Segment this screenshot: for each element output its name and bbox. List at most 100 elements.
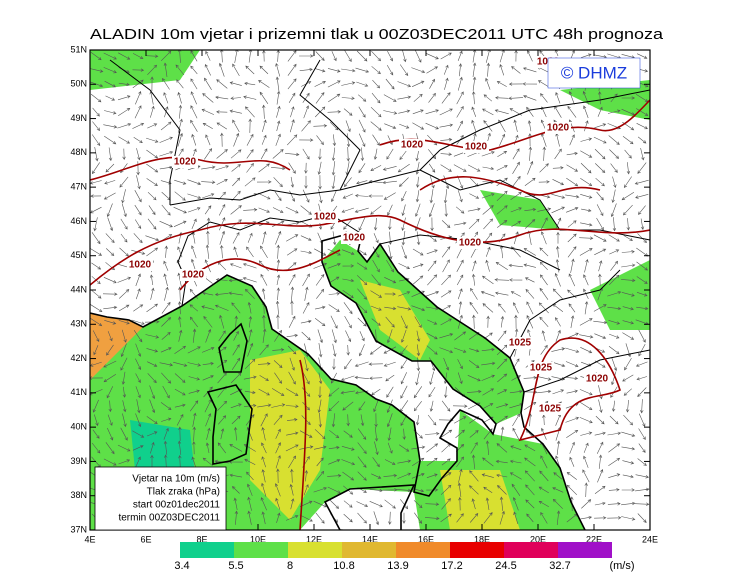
- isobar-label-bg: [457, 237, 483, 249]
- legend-value: 17.2: [441, 560, 462, 572]
- info-line: termin 00Z03DEC2011: [118, 513, 220, 524]
- coastline: [90, 233, 586, 530]
- isobar-label-bg: [507, 337, 533, 349]
- wind-shading: [560, 80, 650, 120]
- border: [169, 149, 441, 206]
- lat-label: 45N: [70, 250, 87, 260]
- map: 1020 1020 1020 1020 1020 1020 1020 1020 1020 1020…: [90, 50, 650, 530]
- lon-label: 12E: [306, 534, 322, 544]
- isobar-label-bg: [537, 403, 563, 415]
- wind-shading: [90, 313, 143, 380]
- border: [419, 169, 650, 241]
- coastline: [323, 484, 416, 530]
- info-line: Tlak zraka (hPa): [147, 487, 220, 498]
- lon-label: 10E: [250, 534, 266, 544]
- border: [109, 59, 181, 205]
- isobar-label: 1020: [586, 374, 609, 385]
- isobar-label-bg: [172, 156, 198, 168]
- lat-label: 39N: [70, 456, 87, 466]
- isobar-label: 1020: [465, 142, 488, 153]
- info-box: [94, 466, 227, 531]
- legend-value: 3.4: [174, 560, 189, 572]
- isobar: [299, 359, 307, 530]
- lat-label: 37N: [70, 524, 87, 534]
- isobar: [518, 337, 621, 442]
- lat-label: 41N: [70, 387, 87, 397]
- lat-label: 51N: [70, 44, 87, 54]
- lon-label: 18E: [474, 534, 490, 544]
- lat-label: 48N: [70, 147, 87, 157]
- legend-swatch: [558, 542, 612, 558]
- lat-label: 44N: [70, 284, 87, 294]
- legend-value: 13.9: [387, 560, 408, 572]
- legend-swatch: [234, 542, 288, 558]
- isobar-label-bg: [463, 141, 489, 153]
- border: [523, 349, 650, 393]
- isobar-label-bg: [545, 122, 571, 134]
- isobar-label-bg: [341, 232, 367, 244]
- legend-swatch: [288, 542, 342, 558]
- axis-labels: 51N 50N 49N 48N 47N 46N 45N 44N 43N 42N 41N 40N 39N 3…: [70, 44, 658, 544]
- info-line: start 00z01dec2011: [133, 500, 221, 511]
- isobar: [90, 156, 291, 181]
- isobar-label-bg: [180, 269, 206, 281]
- legend-value: 10.8: [333, 560, 354, 572]
- legend-swatch: [180, 542, 234, 558]
- lat-label: 42N: [70, 353, 87, 363]
- isobar-label: 1020: [343, 233, 366, 244]
- wind-shading: [440, 470, 520, 530]
- coastline: [206, 384, 253, 465]
- lon-label: 8E: [196, 534, 207, 544]
- lat-label: 47N: [70, 182, 87, 192]
- lat-label: 43N: [70, 319, 87, 329]
- isobar-label-bg: [584, 373, 610, 385]
- isobar: [90, 214, 650, 286]
- logo-box: [547, 57, 641, 89]
- lon-label: 14E: [362, 534, 378, 544]
- legend-value: 8: [287, 560, 293, 572]
- legend-swatch: [396, 542, 450, 558]
- title: ALADIN 10m vjetar i prizemni tlak u 00Z0…: [90, 26, 664, 43]
- legend-swatch: [342, 542, 396, 558]
- legend-value: 32.7: [549, 560, 570, 572]
- wind-shading: [90, 50, 200, 90]
- isobar-label: 1020: [129, 260, 152, 271]
- isobar: [379, 99, 650, 151]
- isobar-label: 1020: [459, 238, 482, 249]
- logo: © DHMZ: [561, 63, 627, 82]
- lat-label: 50N: [70, 79, 87, 89]
- isobar-label-bg: [127, 259, 153, 271]
- isobar-label: 1025: [509, 338, 532, 349]
- lat-label: 46N: [70, 216, 87, 226]
- lon-label: 6E: [140, 534, 151, 544]
- legend-unit: (m/s): [609, 560, 634, 572]
- legend: 3.4 5.5 8 10.8 13.9 17.2 24.5 32.7 (m/s): [174, 542, 635, 572]
- info-line: Vjetar na 10m (m/s): [132, 474, 220, 485]
- isobar-label: 1020: [547, 123, 570, 134]
- isobar-label: 1020: [174, 157, 197, 168]
- coastlines: [90, 233, 586, 530]
- isobar-label: 1020: [401, 140, 424, 151]
- isobar-label: 1020: [314, 212, 337, 223]
- isobar-label-bg: [528, 362, 554, 374]
- legend-value: 24.5: [495, 560, 516, 572]
- lat-label: 49N: [70, 113, 87, 123]
- isobar-label-bg: [399, 139, 425, 151]
- lat-label: 38N: [70, 490, 87, 500]
- lon-label: 20E: [530, 534, 546, 544]
- legend-value: 5.5: [228, 560, 243, 572]
- lon-label: 16E: [418, 534, 434, 544]
- lat-label: 40N: [70, 422, 87, 432]
- isobar-label: 1025: [539, 404, 562, 415]
- isobar-label: 1020: [182, 270, 205, 281]
- wind-shading: [360, 280, 430, 360]
- isobar: [419, 176, 601, 196]
- isobar-label-bg: [312, 211, 338, 223]
- wind-shading: [250, 350, 330, 520]
- border: [509, 269, 621, 359]
- isobar-label: 1025: [530, 363, 553, 374]
- coastline: [218, 322, 248, 373]
- lon-label: 22E: [586, 534, 602, 544]
- legend-swatch: [504, 542, 558, 558]
- border: [299, 59, 361, 191]
